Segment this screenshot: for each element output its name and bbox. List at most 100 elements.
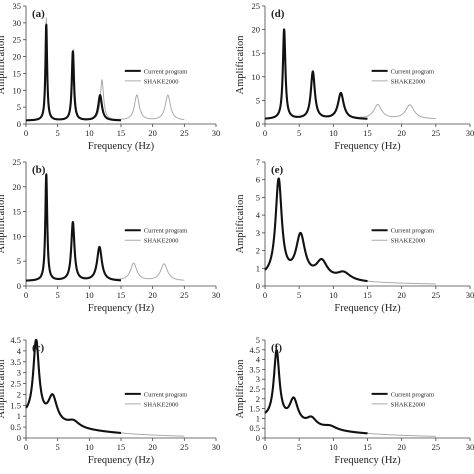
- x-tick-label: 30: [212, 290, 221, 300]
- x-tick-label: 20: [148, 290, 157, 300]
- y-tick-label: 1.5: [10, 400, 21, 410]
- chart-panel-2: 0 5 10 15 20 25 0 5 10 15 20 25 30 Frequency (Hz) Ampl…: [235, 1, 474, 152]
- x-tick-label: 0: [24, 128, 28, 138]
- x-tick-label: 30: [212, 128, 221, 138]
- panel-label: (d): [271, 8, 285, 20]
- x-tick-label: 0: [263, 290, 267, 300]
- y-tick-label: 1.5: [249, 404, 260, 414]
- y-tick-label: 15: [252, 48, 261, 58]
- x-tick-label: 5: [56, 128, 60, 138]
- x-axis-label: Frequency (Hz): [88, 141, 155, 152]
- x-tick-label: 20: [148, 128, 157, 138]
- x-tick-label: 5: [56, 290, 60, 300]
- panel-label: (b): [32, 164, 46, 176]
- x-tick-label: 20: [397, 290, 406, 300]
- y-tick-label: 15: [13, 68, 22, 78]
- y-tick-label: 0: [256, 119, 260, 129]
- x-tick-label: 15: [363, 128, 372, 138]
- series-line-0: [264, 177, 369, 283]
- y-tick-label: 2.5: [10, 379, 21, 389]
- legend-label: Current program: [391, 228, 435, 235]
- y-tick-label: 20: [13, 52, 22, 62]
- x-tick-label: 20: [397, 442, 406, 452]
- x-tick-label: 0: [24, 442, 28, 452]
- chart-panel-1: 0 5 10 15 20 25 30 35 0 5 10 15 20 25 30 Frequency (Hz)…: [0, 1, 220, 152]
- y-tick-label: 15: [13, 207, 22, 217]
- series-line-0: [25, 23, 122, 122]
- legend-label: Current program: [144, 228, 188, 235]
- series-line-0: [264, 28, 369, 120]
- y-tick-label: 25: [252, 1, 261, 11]
- y-axis-label: Amplification: [0, 35, 7, 95]
- y-tick-label: 10: [13, 231, 22, 241]
- y-tick-label: 4: [256, 210, 261, 220]
- y-axis-label: Amplification: [235, 35, 246, 95]
- y-tick-label: 30: [13, 18, 22, 28]
- x-tick-label: 25: [432, 442, 441, 452]
- y-tick-label: 1: [256, 263, 260, 273]
- x-axis-label: Frequency (Hz): [334, 303, 401, 314]
- x-tick-label: 10: [85, 128, 94, 138]
- y-tick-label: 2: [17, 389, 21, 399]
- y-tick-label: 4.5: [249, 345, 260, 355]
- x-tick-label: 5: [297, 290, 301, 300]
- panel-label: (f): [271, 342, 282, 354]
- legend-label: Current program: [391, 68, 435, 75]
- x-tick-label: 30: [466, 128, 474, 138]
- panel-label: (e): [271, 164, 284, 176]
- y-tick-label: 4: [17, 346, 22, 356]
- legend-label: SHAKE2000: [391, 78, 426, 85]
- series-line-0: [264, 349, 369, 435]
- x-tick-label: 10: [329, 290, 338, 300]
- y-tick-label: 6: [256, 175, 260, 185]
- x-tick-label: 5: [297, 442, 301, 452]
- x-tick-label: 10: [329, 128, 338, 138]
- series-line-0: [25, 338, 122, 435]
- y-tick-label: 3: [17, 368, 21, 378]
- x-tick-label: 25: [432, 290, 441, 300]
- y-axis-label: Amplification: [0, 359, 7, 419]
- legend-label: SHAKE2000: [144, 401, 179, 408]
- y-tick-label: 25: [13, 157, 22, 167]
- y-tick-label: 0: [17, 119, 21, 129]
- legend-label: SHAKE2000: [391, 401, 426, 408]
- x-tick-label: 25: [432, 128, 441, 138]
- x-tick-label: 25: [180, 442, 189, 452]
- y-tick-label: 0: [17, 281, 21, 291]
- y-tick-label: 3: [256, 228, 260, 238]
- y-tick-label: 4.5: [10, 335, 21, 345]
- y-tick-label: 5: [17, 102, 21, 112]
- x-tick-label: 0: [24, 290, 28, 300]
- x-axis-label: Frequency (Hz): [88, 455, 155, 466]
- legend-label: SHAKE2000: [144, 238, 179, 245]
- y-tick-label: 20: [252, 25, 261, 35]
- y-tick-label: 0.5: [249, 423, 260, 433]
- legend-label: SHAKE2000: [144, 78, 179, 85]
- y-tick-label: 25: [13, 35, 22, 45]
- x-tick-label: 30: [212, 442, 221, 452]
- series-line-0: [25, 173, 122, 282]
- x-tick-label: 15: [363, 442, 372, 452]
- chart-panel-4: 0 1 2 3 4 5 6 7 0 5 10 15 20 25 30 Frequency (Hz) Amplif…: [235, 157, 474, 314]
- legend-label: SHAKE2000: [391, 238, 426, 245]
- y-tick-label: 0: [256, 281, 260, 291]
- y-axis-label: Amplification: [0, 194, 7, 254]
- y-tick-label: 2: [256, 246, 260, 256]
- x-tick-label: 0: [263, 442, 267, 452]
- x-tick-label: 15: [117, 128, 126, 138]
- x-axis-label: Frequency (Hz): [334, 455, 401, 466]
- y-tick-label: 35: [13, 1, 22, 11]
- chart-panel-6: 00.511.522.533.544.550 5 10 15 20 25 30Frequen…: [235, 335, 474, 466]
- y-tick-label: 5: [17, 256, 21, 266]
- y-tick-label: 5: [256, 335, 260, 345]
- x-tick-label: 10: [85, 290, 94, 300]
- panel-label: (a): [32, 8, 45, 20]
- series-line-1: [25, 339, 185, 437]
- y-tick-label: 7: [256, 157, 260, 167]
- y-axis-label: Amplification: [235, 359, 246, 419]
- legend-label: Current program: [391, 391, 435, 398]
- x-tick-label: 15: [117, 290, 126, 300]
- x-tick-label: 25: [180, 128, 189, 138]
- x-tick-label: 10: [329, 442, 338, 452]
- chart-panel-5: 00.511.522.533.544.5 0 5 10 15 20 25 30 Frequenc…: [0, 335, 220, 466]
